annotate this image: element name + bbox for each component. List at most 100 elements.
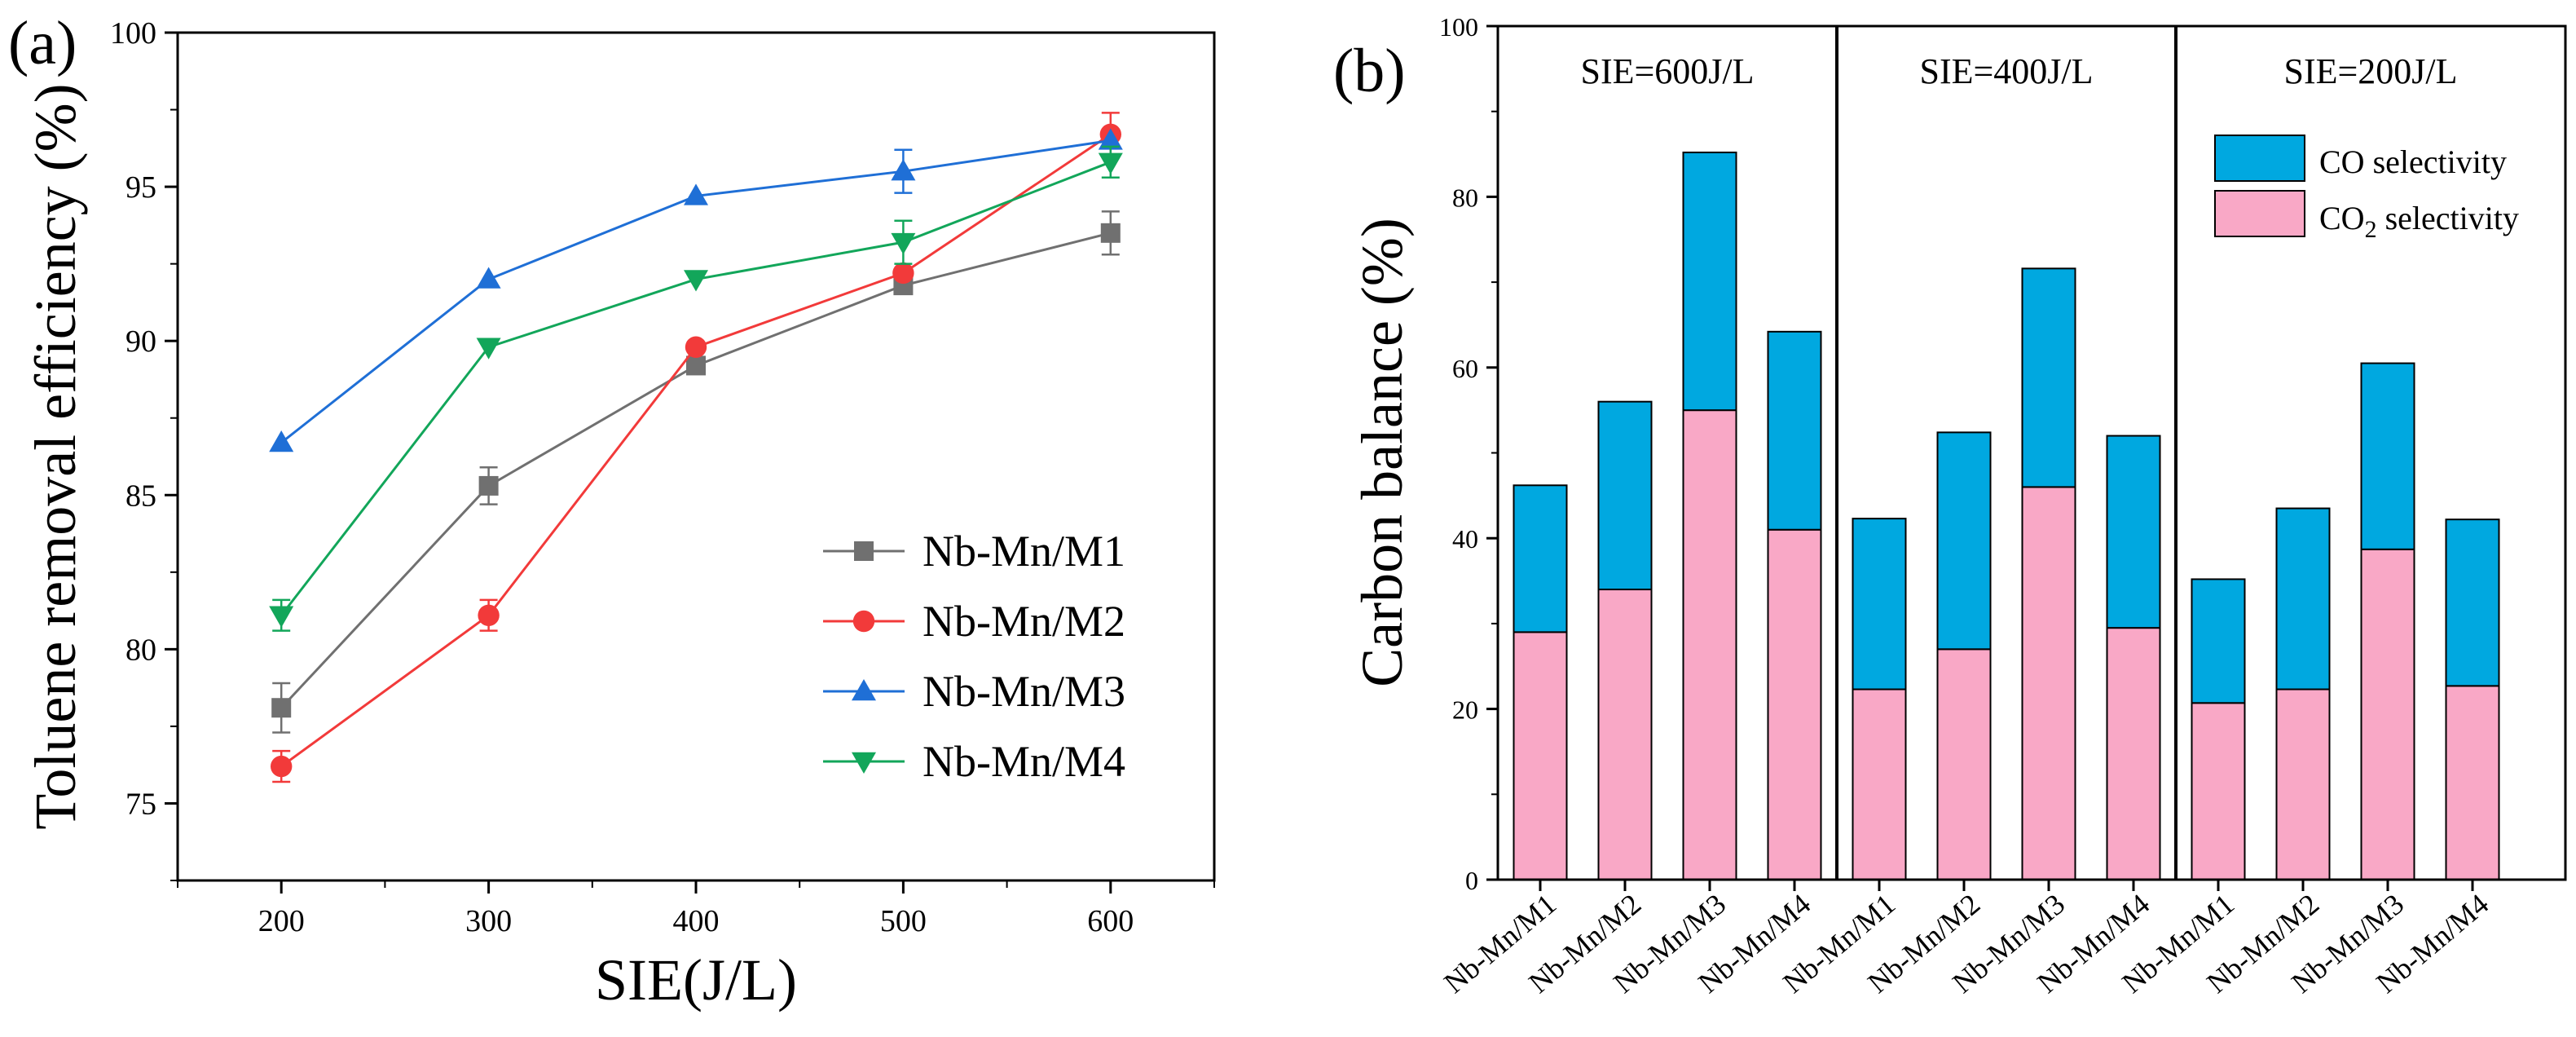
- series-m1: [271, 210, 1121, 734]
- bar-co2: [1852, 688, 1907, 880]
- bar-chart-panel: (b) 0 20 40 60 80 100 Nb-Mn/M1Nb-Mn/M2Nb-Mn/M…: [1333, 12, 2567, 999]
- marker-circle: [271, 755, 293, 778]
- marker-circle: [892, 262, 914, 285]
- x-tick-label: 400: [673, 904, 720, 938]
- legend-label: Nb-Mn/M1: [923, 527, 1125, 576]
- bar-co2: [2191, 702, 2246, 880]
- legend-marker: [852, 679, 876, 701]
- x-axis-b: Nb-Mn/M1Nb-Mn/M2Nb-Mn/M3Nb-Mn/M4Nb-Mn/M1…: [1438, 880, 2495, 999]
- marker-triangle-up: [891, 159, 916, 181]
- series-m4: [269, 145, 1123, 632]
- legend-label: Nb-Mn/M2: [923, 597, 1125, 646]
- marker-square: [1100, 223, 1121, 243]
- bar-co2: [2021, 486, 2076, 880]
- group-label: SIE=200J/L: [2283, 51, 2457, 91]
- bar-co: [2191, 578, 2246, 704]
- y-tick-label: 20: [1452, 695, 1478, 725]
- stacked-bar: [1597, 400, 1653, 881]
- marker-square: [271, 698, 292, 718]
- stacked-bar: [2360, 362, 2415, 880]
- marker-circle: [478, 604, 500, 626]
- y-tick-label: 100: [1439, 12, 1478, 42]
- group-label: SIE=400J/L: [1919, 51, 2093, 91]
- legend-label: Nb-Mn/M3: [923, 667, 1125, 716]
- bar-co2: [1682, 409, 1737, 880]
- legend-item-co2: CO2 selectivity: [2214, 190, 2519, 243]
- y-tick-label: 40: [1452, 524, 1478, 554]
- marker-circle: [685, 336, 707, 358]
- y-tick-label: 90: [125, 324, 156, 359]
- legend-swatch-co: [2214, 135, 2305, 182]
- y-tick-label: 100: [110, 16, 156, 51]
- stacked-bar: [1513, 484, 1568, 880]
- panel-a-label: (a): [8, 9, 77, 77]
- marker-triangle-down: [476, 338, 501, 360]
- series-group: [269, 112, 1123, 783]
- y-tick-label: 80: [125, 633, 156, 667]
- x-tick-label: 600: [1087, 904, 1134, 938]
- legend-item-m1: Nb-Mn/M1: [823, 527, 1125, 576]
- marker-square: [686, 355, 706, 376]
- legend-marker: [854, 541, 874, 561]
- stacked-bar: [2445, 518, 2500, 880]
- bar-co2: [2445, 685, 2500, 880]
- x-tick-label: 300: [465, 904, 512, 938]
- stacked-bar: [1682, 151, 1737, 880]
- x-axis-a: 200 300 400 500 600: [177, 880, 1215, 938]
- bar-co2: [1767, 528, 1822, 880]
- bar-co: [1597, 400, 1653, 591]
- marker-triangle-down: [684, 270, 708, 292]
- marker-triangle-up: [852, 679, 876, 701]
- marker-square: [478, 475, 499, 496]
- x-tick-label: 200: [258, 904, 305, 938]
- legend-item-co: CO selectivity: [2214, 135, 2507, 182]
- legend-label: Nb-Mn/M4: [923, 737, 1125, 786]
- marker-triangle-up: [269, 430, 294, 452]
- stacked-bar: [1767, 330, 1822, 880]
- marker-triangle-up: [684, 183, 708, 205]
- stacked-bar: [1852, 518, 1907, 880]
- bar-co2: [2106, 627, 2161, 880]
- legend-label-co: CO selectivity: [2319, 143, 2507, 180]
- stacked-bar: [2275, 507, 2331, 880]
- marker-triangle-down: [852, 752, 876, 774]
- y-tick-label: 95: [125, 170, 156, 205]
- bar-co: [2021, 267, 2076, 488]
- bar-co2: [2275, 688, 2331, 880]
- bar-co: [1936, 431, 1992, 651]
- bar-co: [2445, 518, 2500, 687]
- marker-triangle-up: [1098, 128, 1123, 150]
- bar-co2: [1513, 631, 1568, 880]
- y-tick-label: 80: [1452, 183, 1478, 212]
- legend-label-co2: CO2 selectivity: [2319, 200, 2519, 243]
- marker-triangle-down: [269, 606, 294, 628]
- stacked-bar: [2191, 578, 2246, 880]
- y-tick-label: 85: [125, 479, 156, 513]
- legend-a: Nb-Mn/M1 Nb-Mn/M2 Nb-Mn/M3 Nb-Mn/M4: [823, 527, 1125, 786]
- bar-co: [1767, 330, 1822, 531]
- y-tick-label: 0: [1465, 866, 1478, 895]
- marker-triangle-down: [891, 232, 916, 255]
- y-axis-b: 0 20 40 60 80 100: [1439, 12, 1498, 895]
- legend-item-m4: Nb-Mn/M4: [823, 737, 1125, 786]
- marker-square: [854, 541, 874, 561]
- series-m3: [269, 128, 1123, 452]
- group-label: SIE=600J/L: [1580, 51, 1754, 91]
- bar-co: [1513, 484, 1568, 633]
- stacked-bar: [2106, 435, 2161, 880]
- x-axis-title-a: SIE(J/L): [595, 947, 797, 1013]
- legend-swatch-co2: [2214, 190, 2305, 237]
- group-labels: SIE=600J/L SIE=400J/L SIE=200J/L: [1580, 51, 2457, 91]
- bars-group: [1513, 151, 2500, 881]
- legend-b: CO selectivity CO2 selectivity: [2214, 135, 2519, 243]
- bar-co: [2360, 362, 2415, 550]
- legend-item-m2: Nb-Mn/M2: [823, 597, 1125, 646]
- y-axis-title-a: Toluene removal efficiency (%): [23, 83, 88, 829]
- bar-co2: [2360, 548, 2415, 880]
- y-axis-title-b: Carbon balance (%): [1350, 218, 1415, 687]
- legend-marker: [852, 610, 875, 633]
- y-axis-a: 75 80 85 90 95 100: [110, 16, 178, 881]
- bar-co: [2106, 435, 2161, 629]
- bar-co: [1852, 518, 1907, 691]
